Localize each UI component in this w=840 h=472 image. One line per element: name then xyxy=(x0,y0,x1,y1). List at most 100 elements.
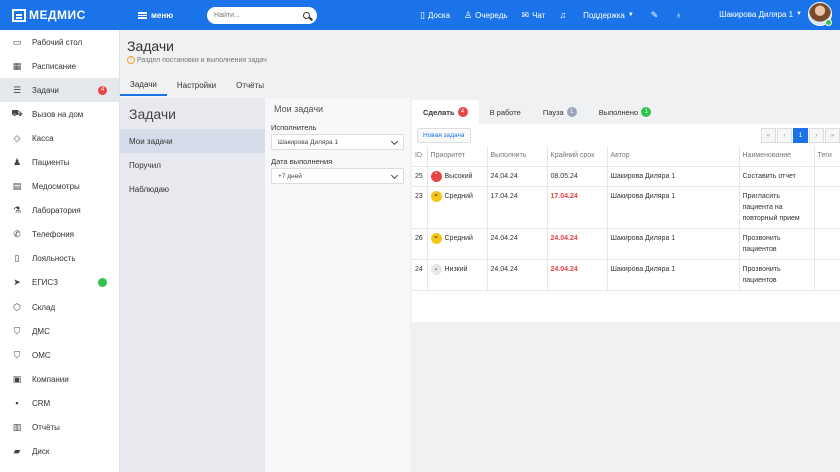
filters-title: Мои задачи xyxy=(274,104,324,114)
cell-do: 24.04.24 xyxy=(487,166,548,187)
sidebar-item-dms[interactable]: ⛉ ДМС xyxy=(0,319,119,343)
sidebar-item-label: ОМС xyxy=(32,350,51,360)
status-tabs: Сделать 4 В работе Пауза 1 Выполнено 1 xyxy=(412,98,840,124)
cell-name[interactable]: Пригласить пациента на повторный прием xyxy=(739,186,815,229)
tasks-toolbar: Новая задача « ‹ 1 › » xyxy=(412,124,840,146)
page-1-button[interactable]: 1 xyxy=(793,128,808,143)
cell-name[interactable]: Прозвонить пациентов xyxy=(739,228,815,260)
sidebar-item-oms[interactable]: ⛉ ОМС xyxy=(0,343,119,367)
sidebar-item-reports[interactable]: ▥ Отчёты xyxy=(0,416,119,440)
car-icon: ⛟ xyxy=(11,108,23,119)
notifications-button[interactable]: ♫ xyxy=(559,10,569,20)
patients-icon: ♟ xyxy=(12,157,22,168)
sidebar-item-label: Пациенты xyxy=(32,158,70,168)
bell-icon: ♫ xyxy=(559,10,567,20)
cell-do: 17.04.24 xyxy=(487,186,548,229)
sidebar-item-label: Медосмотры xyxy=(32,182,80,192)
board-link[interactable]: ▯ Доска xyxy=(420,10,450,21)
sidebar-item-patients[interactable]: ♟ Пациенты xyxy=(0,150,119,174)
cell-tags xyxy=(814,166,840,187)
egisz-status-icon xyxy=(98,278,107,288)
tab-reports[interactable]: Отчёты xyxy=(236,80,265,90)
executor-label: Исполнитель xyxy=(271,123,317,132)
user-menu[interactable]: Шакирова Диляра 1 ▼ xyxy=(719,2,832,26)
building-icon: ▣ xyxy=(12,373,22,384)
shield-icon: ⛉ xyxy=(13,325,21,336)
brand-logo[interactable]: МЕДМИС xyxy=(0,8,120,22)
sidebar-item-cashbox[interactable]: ◇ Касса xyxy=(0,126,119,150)
tools-icon: ✎ xyxy=(650,9,659,20)
last-page-button[interactable]: » xyxy=(825,128,840,143)
new-task-button[interactable]: Новая задача xyxy=(417,127,471,143)
table-row[interactable]: 24 ⌄ Низкий 24.04.24 24.04.24 Шакирова Ди… xyxy=(412,259,840,291)
sidebar-item-desktop[interactable]: ▭ Рабочий стол xyxy=(0,30,119,54)
sidebar-item-companies[interactable]: ▣ Компании xyxy=(0,367,119,391)
sidebar-item-telephony[interactable]: ✆ Телефония xyxy=(0,223,119,247)
tab-paused-count: 1 xyxy=(566,107,577,117)
tab-todo-label: Сделать xyxy=(423,107,455,117)
cell-name[interactable]: Составить отчет xyxy=(739,166,815,187)
tab-in-progress-label: В работе xyxy=(489,107,521,117)
due-date-select[interactable]: +7 дней xyxy=(271,168,404,184)
sidebar-item-tasks[interactable]: ☰ Задачи 4 xyxy=(0,78,119,103)
tab-done[interactable]: Выполнено 1 xyxy=(588,100,662,124)
sidebar-item-warehouse[interactable]: ⬡ Склад xyxy=(0,295,119,319)
prev-page-button[interactable]: ‹ xyxy=(777,128,792,143)
col-name[interactable]: Наименование xyxy=(739,146,815,167)
sidebar-item-schedule[interactable]: ▦ Расписание xyxy=(0,54,119,78)
sidebar-item-home-visit[interactable]: ⛟ Вызов на дом xyxy=(0,102,119,126)
sidebar-item-label: CRM xyxy=(32,398,51,408)
cell-deadline: 24.04.24 xyxy=(547,228,608,260)
executor-value: Шакирова Диляра 1 xyxy=(278,138,339,146)
col-do[interactable]: Выполнить xyxy=(487,146,548,167)
priority-high-icon: ⌃ xyxy=(430,170,442,182)
col-deadline[interactable]: Крайний срок xyxy=(547,146,608,167)
sidebar-item-disk[interactable]: ▰ Диск xyxy=(0,440,119,464)
table-row[interactable]: 25 ⌃ Высокий 24.04.24 08.05.24 Шакирова Д… xyxy=(412,166,840,187)
cell-author: Шакирова Диляра 1 xyxy=(607,166,740,187)
search-input[interactable] xyxy=(214,11,303,19)
sidebar-item-egisz[interactable]: ➤ ЕГИСЗ xyxy=(0,271,119,295)
tab-tasks[interactable]: Задачи xyxy=(120,74,167,96)
tools-button[interactable]: ✎ xyxy=(651,10,662,21)
queue-icon: ♙ xyxy=(464,9,473,20)
col-id[interactable]: ID xyxy=(412,146,428,167)
pagination: « ‹ 1 › » xyxy=(760,128,840,143)
sidebar-item-loyalty[interactable]: ▯ Лояльность xyxy=(0,247,119,271)
table-row[interactable]: 23 = Средний 17.04.24 17.04.24 Шакирова Д… xyxy=(412,186,840,229)
tasks-main-panel: Сделать 4 В работе Пауза 1 Выполнено 1 Н… xyxy=(412,98,840,472)
queue-link[interactable]: ♙ Очередь xyxy=(464,10,507,21)
chat-link[interactable]: ✉ Чат xyxy=(522,10,546,21)
support-menu[interactable]: Поддержка ▼ xyxy=(583,11,637,20)
next-page-button[interactable]: › xyxy=(809,128,824,143)
cell-name[interactable]: Прозвонить пациентов xyxy=(739,259,815,291)
tab-todo[interactable]: Сделать 4 xyxy=(412,100,479,124)
avatar[interactable] xyxy=(808,2,832,26)
tips-button[interactable]: ♁ xyxy=(675,10,685,20)
menu-button[interactable]: меню xyxy=(138,11,173,20)
sidebar-item-checkups[interactable]: ▤ Медосмотры xyxy=(0,175,119,199)
col-priority[interactable]: Приоритет xyxy=(427,146,488,167)
list-watching[interactable]: Наблюдаю xyxy=(129,184,170,194)
list-my-tasks[interactable]: Мои задачи xyxy=(120,129,265,153)
cell-id: 25 xyxy=(412,166,428,187)
search-icon[interactable] xyxy=(303,11,311,19)
list-assigned[interactable]: Поручил xyxy=(129,160,161,170)
table-row[interactable]: 26 = Средний 24.04.24 24.04.24 Шакирова Д… xyxy=(412,228,840,260)
cell-author: Шакирова Диляра 1 xyxy=(607,259,740,291)
tab-settings[interactable]: Настройки xyxy=(176,80,217,90)
loyalty-icon: ▯ xyxy=(14,253,20,264)
shield-icon: ⛉ xyxy=(13,349,21,360)
col-author[interactable]: Автор xyxy=(607,146,740,167)
sidebar-item-laboratory[interactable]: ⚗ Лаборатория xyxy=(0,199,119,223)
sidebar-item-crm[interactable]: ▪ CRM xyxy=(0,391,119,415)
executor-select[interactable]: Шакирова Диляра 1 xyxy=(271,134,404,150)
first-page-button[interactable]: « xyxy=(761,128,776,143)
sidebar-item-label: Лояльность xyxy=(32,254,76,264)
table-header-row: ID Приоритет Выполнить Крайний срок Авто… xyxy=(412,146,840,167)
folder-icon: ▰ xyxy=(13,446,21,457)
col-tags[interactable]: Теги xyxy=(814,146,840,167)
tab-paused[interactable]: Пауза 1 xyxy=(532,100,588,124)
tab-paused-label: Пауза xyxy=(542,107,564,117)
tab-in-progress[interactable]: В работе xyxy=(479,100,532,124)
